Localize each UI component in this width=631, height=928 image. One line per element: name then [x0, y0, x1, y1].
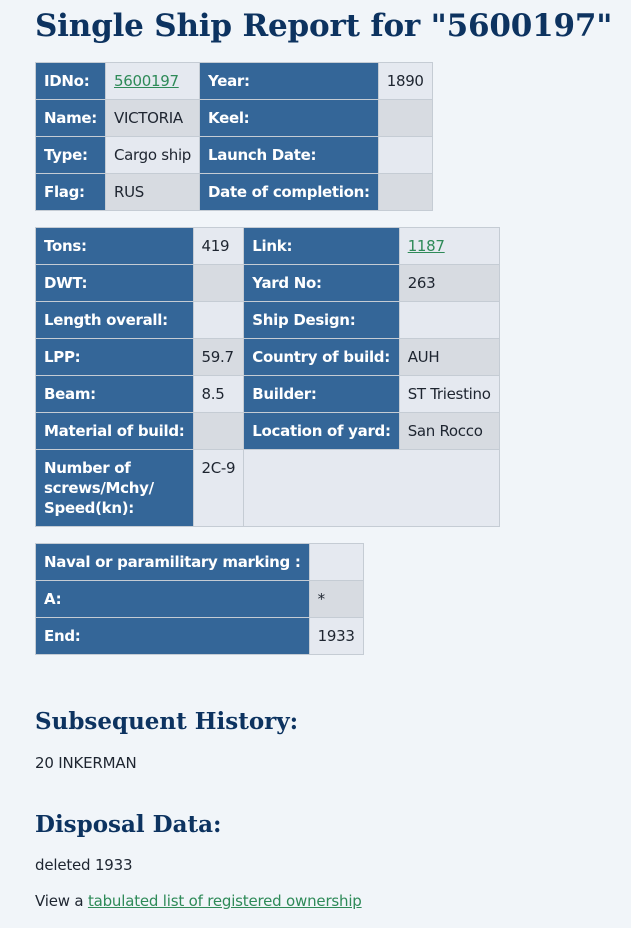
type-label: Type:	[35, 136, 106, 174]
view-ownership-prefix: View a	[35, 892, 88, 910]
link-value-link[interactable]: 1187	[407, 237, 445, 255]
ownership-list-link[interactable]: tabulated list of registered ownership	[87, 892, 362, 910]
end-value: 1933	[308, 617, 364, 655]
location-of-yard-label: Location of yard:	[243, 412, 400, 450]
page-title: Single Ship Report for "5600197"	[35, 8, 613, 44]
a-label: A:	[35, 580, 310, 618]
name-label: Name:	[35, 99, 106, 137]
tons-label: Tons:	[35, 227, 194, 265]
screws-machinery-speed-label: Number of screws/Mchy/ Speed(kn):	[35, 449, 194, 527]
name-value: VICTORIA	[104, 99, 201, 137]
lpp-label: LPP:	[35, 338, 194, 376]
dwt-label: DWT:	[35, 264, 194, 302]
year-label: Year:	[199, 62, 379, 100]
empty-spec-cell	[243, 449, 500, 527]
beam-label: Beam:	[35, 375, 194, 413]
builder-value: ST Triestino	[398, 375, 500, 413]
ship-specs-table: Tons: 419 Link: 1187 DWT: Yard No: 263 L…	[35, 227, 500, 527]
flag-value: RUS	[104, 173, 201, 211]
flag-label: Flag:	[35, 173, 106, 211]
builder-label: Builder:	[243, 375, 400, 413]
ship-identity-table: IDNo: 5600197 Year: 1890 Name: VICTORIA …	[35, 62, 433, 211]
naval-marking-table: Naval or paramilitary marking : A: * End…	[35, 543, 364, 655]
material-of-build-label: Material of build:	[35, 412, 194, 450]
end-label: End:	[35, 617, 310, 655]
location-of-yard-value: San Rocco	[398, 412, 500, 450]
launch-date-label: Launch Date:	[199, 136, 379, 174]
yard-no-label: Yard No:	[243, 264, 400, 302]
tons-value: 419	[192, 227, 245, 265]
lpp-value: 59.7	[192, 338, 245, 376]
length-overall-label: Length overall:	[35, 301, 194, 339]
keel-label: Keel:	[199, 99, 379, 137]
idno-link[interactable]: 5600197	[113, 72, 179, 90]
idno-cell: 5600197	[104, 62, 201, 100]
idno-label: IDNo:	[35, 62, 106, 100]
screws-label-line3: Speed(kn):	[44, 499, 134, 517]
country-of-build-value: AUH	[398, 338, 500, 376]
material-of-build-value	[192, 412, 245, 450]
length-overall-value	[192, 301, 245, 339]
dwt-value	[192, 264, 245, 302]
year-value: 1890	[377, 62, 433, 100]
a-value: *	[308, 580, 364, 618]
keel-value	[377, 99, 433, 137]
ship-design-value	[398, 301, 500, 339]
completion-date-label: Date of completion:	[199, 173, 379, 211]
screws-machinery-speed-value: 2C-9	[192, 449, 245, 527]
launch-date-value	[377, 136, 433, 174]
link-cell: 1187	[398, 227, 500, 265]
beam-value: 8.5	[192, 375, 245, 413]
screws-label-line1: Number of	[44, 459, 131, 477]
link-label: Link:	[243, 227, 400, 265]
completion-date-value	[377, 173, 433, 211]
subsequent-history-text: 20 INKERMAN	[35, 754, 137, 772]
type-value: Cargo ship	[104, 136, 201, 174]
naval-marking-value	[308, 543, 364, 581]
view-ownership-line: View a tabulated list of registered owne…	[35, 891, 362, 911]
naval-marking-label: Naval or paramilitary marking :	[35, 543, 310, 581]
disposal-data-heading: Disposal Data:	[35, 811, 222, 838]
screws-label-line2: screws/Mchy/	[44, 479, 154, 497]
country-of-build-label: Country of build:	[243, 338, 400, 376]
ship-design-label: Ship Design:	[243, 301, 400, 339]
disposal-data-text: deleted 1933	[35, 856, 133, 874]
yard-no-value: 263	[398, 264, 500, 302]
subsequent-history-heading: Subsequent History:	[35, 708, 299, 735]
